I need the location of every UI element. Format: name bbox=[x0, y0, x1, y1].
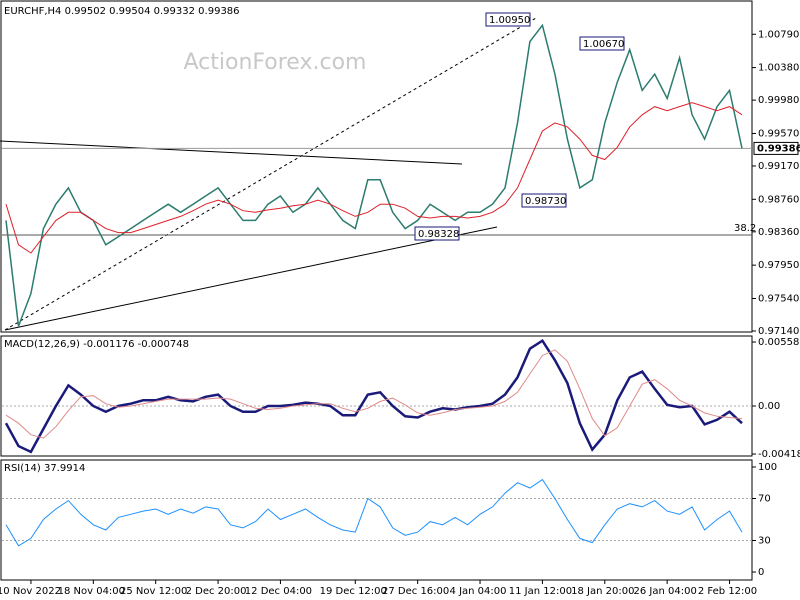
y-tick-label: -0.004188 bbox=[758, 449, 800, 460]
y-tick-label: 30 bbox=[758, 536, 771, 547]
x-tick-label: 25 Nov 12:00 bbox=[120, 586, 187, 597]
x-tick-label: 12 Dec 04:00 bbox=[245, 586, 312, 597]
watermark: ActionForex.com bbox=[184, 50, 367, 75]
y-tick-label: 1.00380 bbox=[758, 63, 799, 74]
y-tick-label: 0.97540 bbox=[758, 293, 799, 304]
y-tick-label: 0.99570 bbox=[758, 128, 799, 139]
chart-title: EURCHF,H4 0.99502 0.99504 0.99332 0.9938… bbox=[4, 6, 240, 17]
annotation-box bbox=[579, 36, 625, 51]
x-tick-label: 18 Jan 20:00 bbox=[571, 586, 634, 597]
trendline bbox=[4, 226, 498, 331]
x-tick-label: 11 Jan 12:00 bbox=[509, 586, 572, 597]
y-tick-label: 0.00 bbox=[758, 401, 780, 412]
y-tick-label: 100 bbox=[758, 462, 777, 473]
x-tick-label: 19 Dec 12:00 bbox=[320, 586, 387, 597]
y-tick-label: 0.98760 bbox=[758, 194, 799, 205]
annotation-box bbox=[414, 226, 460, 241]
macd-line bbox=[4, 338, 743, 454]
y-tick-label: 0.99980 bbox=[758, 95, 799, 106]
y-tick-label: 70 bbox=[758, 493, 771, 504]
last-price-label: 0.99386 bbox=[757, 143, 800, 154]
trendline bbox=[4, 17, 537, 331]
rsi-line bbox=[5, 478, 743, 547]
rsi-label: RSI(14) 37.9914 bbox=[4, 463, 85, 474]
signal-line bbox=[5, 349, 743, 439]
trendline bbox=[0, 140, 463, 165]
annotation: 0.98730 bbox=[525, 196, 566, 207]
x-tick-label: 4 Jan 04:00 bbox=[450, 586, 507, 597]
annotation-box bbox=[521, 193, 567, 208]
x-tick-label: 10 Nov 2022 bbox=[0, 586, 61, 597]
last-price-box bbox=[753, 141, 799, 155]
annotation: 1.00950 bbox=[489, 15, 530, 26]
macd-label: MACD(12,26,9) -0.001176 -0.000748 bbox=[4, 339, 189, 350]
y-tick-label: 1.00790 bbox=[758, 29, 799, 40]
x-tick-label: 18 Nov 04:00 bbox=[58, 586, 125, 597]
ma-line bbox=[5, 102, 743, 254]
annotation: 0.98328 bbox=[418, 229, 459, 240]
x-tick-label: 27 Dec 16:00 bbox=[382, 586, 449, 597]
x-tick-label: 2 Dec 20:00 bbox=[186, 586, 247, 597]
y-tick-label: 0 bbox=[758, 567, 764, 578]
price-panel bbox=[0, 0, 753, 333]
y-tick-label: 0.005582 bbox=[758, 337, 800, 348]
y-tick-label: 0.98360 bbox=[758, 227, 799, 238]
x-tick-label: 26 Jan 04:00 bbox=[633, 586, 696, 597]
price-line bbox=[5, 23, 743, 327]
rsi-panel bbox=[0, 459, 753, 581]
macd-panel bbox=[0, 335, 753, 457]
annotation-box bbox=[485, 12, 531, 27]
annotation: 38.2 bbox=[734, 223, 756, 234]
y-tick-label: 0.97140 bbox=[758, 326, 799, 337]
y-tick-label: 0.99170 bbox=[758, 161, 799, 172]
y-tick-label: 0.97950 bbox=[758, 260, 799, 271]
annotation: 1.00670 bbox=[583, 39, 624, 50]
x-tick-label: 2 Feb 12:00 bbox=[698, 586, 757, 597]
